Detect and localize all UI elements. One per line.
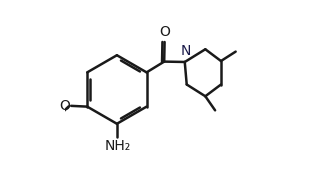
Text: NH₂: NH₂ [104,139,131,153]
Text: O: O [59,99,70,113]
Text: N: N [180,44,191,59]
Text: O: O [159,25,170,40]
